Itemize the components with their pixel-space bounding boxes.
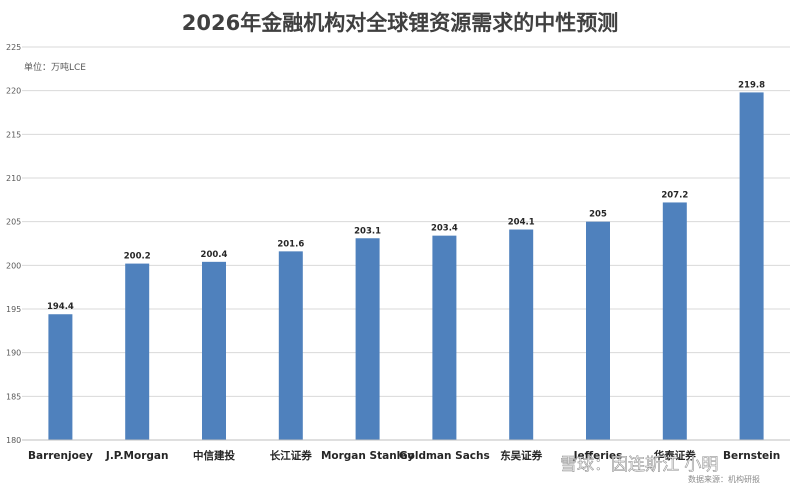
data-label: 219.8 [738,80,765,90]
y-tick-label: 190 [6,349,21,358]
y-tick-label: 215 [6,130,21,139]
x-category-label: 华泰证券 [654,449,696,462]
x-category-label: Morgan Stanley [321,450,414,462]
x-category-label: Barrenjoey [28,450,93,462]
data-label: 200.4 [201,250,228,260]
watermark: 雪球：因连斯江 小明 [560,455,718,475]
y-tick-label: 195 [6,305,21,314]
data-label: 194.4 [47,302,74,312]
data-label: 203.4 [431,224,458,234]
chart-title: 2026年金融机构对全球锂资源需求的中性预测 [182,11,618,35]
x-category-label: Jefferies [573,450,623,462]
bar [278,251,303,440]
bar [662,202,687,440]
y-tick-label: 205 [6,218,21,227]
data-label: 207.2 [661,190,688,200]
x-category-label: 中信建投 [193,449,235,462]
bar [355,238,380,440]
bar [202,261,226,440]
unit-label: 单位：万吨LCE [24,61,86,73]
y-tick-label: 200 [6,261,21,270]
data-label: 201.6 [277,239,304,249]
data-label: 203.1 [354,226,381,236]
data-label: 205 [589,210,607,220]
y-tick-label: 220 [6,87,21,96]
y-tick-label: 180 [6,436,21,445]
x-category-label: 东吴证券 [500,449,542,462]
bar [509,229,534,440]
data-label: 200.2 [124,252,151,262]
gridlines [22,46,790,441]
bar [48,314,73,440]
y-tick-label: 225 [6,43,21,52]
x-category-label: Goldman Sachs [399,450,490,462]
bar [125,263,150,440]
bar [586,221,610,440]
bar [432,235,457,440]
x-axis-categories: Barrenjoey J.P.Morgan 中信建投 长江证券 Morgan Stanl… [28,449,780,462]
y-axis-ticks: 180 185 190 195 200 205 210 215 220 225 [6,43,21,445]
data-labels: 194.4 200.2 200.4 201.6 203.1 203.4 204.1 205 20… [47,80,765,312]
y-tick-label: 185 [6,392,21,401]
data-label: 204.1 [508,218,535,228]
x-category-label: 长江证券 [270,449,312,462]
bar [739,92,764,440]
bars [48,92,764,440]
source-note: 数据来源：机构研报 [688,474,760,484]
y-tick-label: 210 [6,174,21,183]
x-category-label: J.P.Morgan [105,450,169,462]
x-category-label: Bernstein [723,450,780,462]
